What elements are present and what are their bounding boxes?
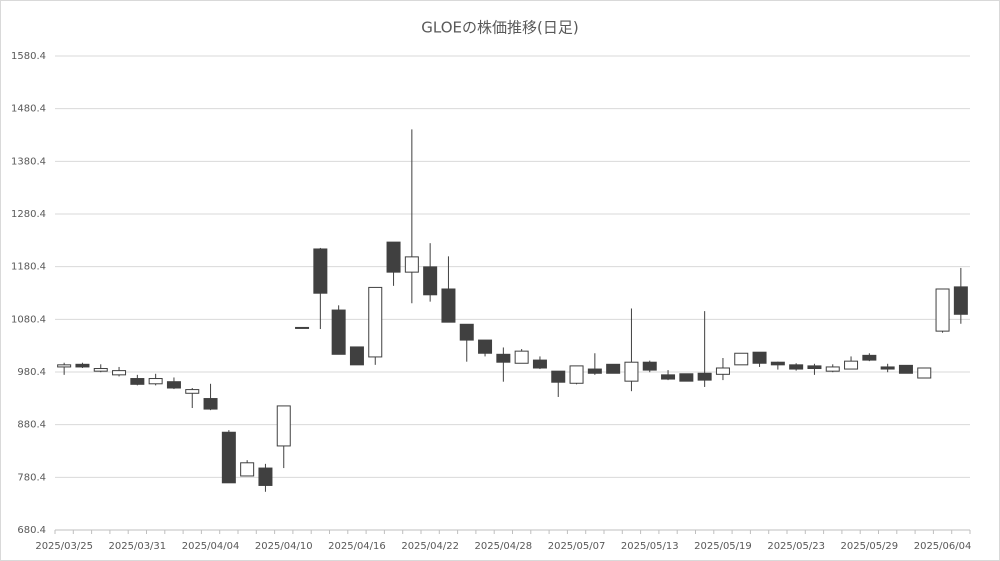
y-tick-label: 880.4 [17, 420, 46, 431]
x-tick-label: 2025/04/22 [401, 541, 459, 552]
candle-body [770, 361, 785, 366]
candle-body [404, 256, 419, 273]
candle-body [807, 365, 822, 370]
candle-body [661, 374, 676, 380]
x-tick-label: 2025/04/28 [475, 541, 533, 552]
candle-body [368, 286, 383, 358]
candle-body [112, 370, 127, 376]
candle-body [844, 360, 859, 370]
candle-body [825, 366, 840, 372]
candle-body [221, 431, 236, 484]
candle-body [75, 363, 90, 368]
candle-body [423, 266, 438, 296]
candle-body [862, 354, 877, 361]
x-tick-label: 2025/05/29 [841, 541, 899, 552]
candle-body [532, 359, 547, 369]
chart-title: GLOEの株価推移(日足) [421, 19, 578, 37]
candle-body [606, 363, 621, 374]
x-tick-label: 2025/04/04 [182, 541, 240, 552]
x-tick-label: 2025/04/16 [328, 541, 386, 552]
candle-body [642, 361, 657, 371]
candle-body [551, 370, 566, 383]
y-tick-label: 1380.4 [11, 156, 46, 167]
x-tick-label: 2025/04/10 [255, 541, 313, 552]
candle-body [880, 366, 895, 370]
candle-body [386, 241, 401, 273]
y-tick-label: 1480.4 [11, 104, 46, 115]
x-tick-label: 2025/05/13 [621, 541, 679, 552]
candle-body [953, 286, 968, 315]
candle-body [331, 309, 346, 355]
y-tick-label: 1280.4 [11, 209, 46, 220]
candle-body [459, 323, 474, 341]
candle-body [697, 372, 712, 381]
candle-body [130, 378, 145, 385]
candle-body [752, 351, 767, 364]
candle-body [935, 288, 950, 332]
candle-body [734, 352, 749, 366]
candle-body [587, 368, 602, 374]
candle-body [295, 326, 310, 329]
candle-body [276, 405, 291, 447]
candle-body [313, 248, 328, 294]
x-tick-label: 2025/05/23 [767, 541, 825, 552]
candle-body [789, 364, 804, 370]
y-tick-label: 780.4 [17, 472, 46, 483]
y-tick-label: 980.4 [17, 367, 46, 378]
candle-body [898, 364, 913, 374]
candle-body [203, 398, 218, 410]
candle-body [496, 353, 511, 363]
candle-body [478, 339, 493, 354]
candle-body [917, 367, 932, 379]
candle-body [715, 367, 730, 375]
y-tick-label: 1180.4 [11, 262, 46, 273]
x-tick-label: 2025/03/31 [109, 541, 167, 552]
candle-body [93, 368, 108, 372]
candle-body [185, 389, 200, 394]
candle-body [166, 381, 181, 389]
candle-body [514, 350, 529, 364]
candle-body [57, 364, 72, 368]
y-tick-label: 1080.4 [11, 314, 46, 325]
x-tick-label: 2025/06/04 [914, 541, 972, 552]
candle-body [569, 365, 584, 384]
x-tick-label: 2025/05/07 [548, 541, 606, 552]
candle-body [624, 361, 639, 382]
candle-body [679, 373, 694, 382]
candle-body [240, 462, 255, 477]
candle-body [148, 378, 163, 385]
x-tick-label: 2025/05/19 [694, 541, 752, 552]
x-tick-label: 2025/03/25 [35, 541, 93, 552]
candle-body [258, 467, 273, 486]
y-tick-label: 680.4 [17, 525, 46, 536]
candle-body [441, 288, 456, 323]
candle-body [349, 346, 364, 366]
y-tick-label: 1580.4 [11, 51, 46, 62]
